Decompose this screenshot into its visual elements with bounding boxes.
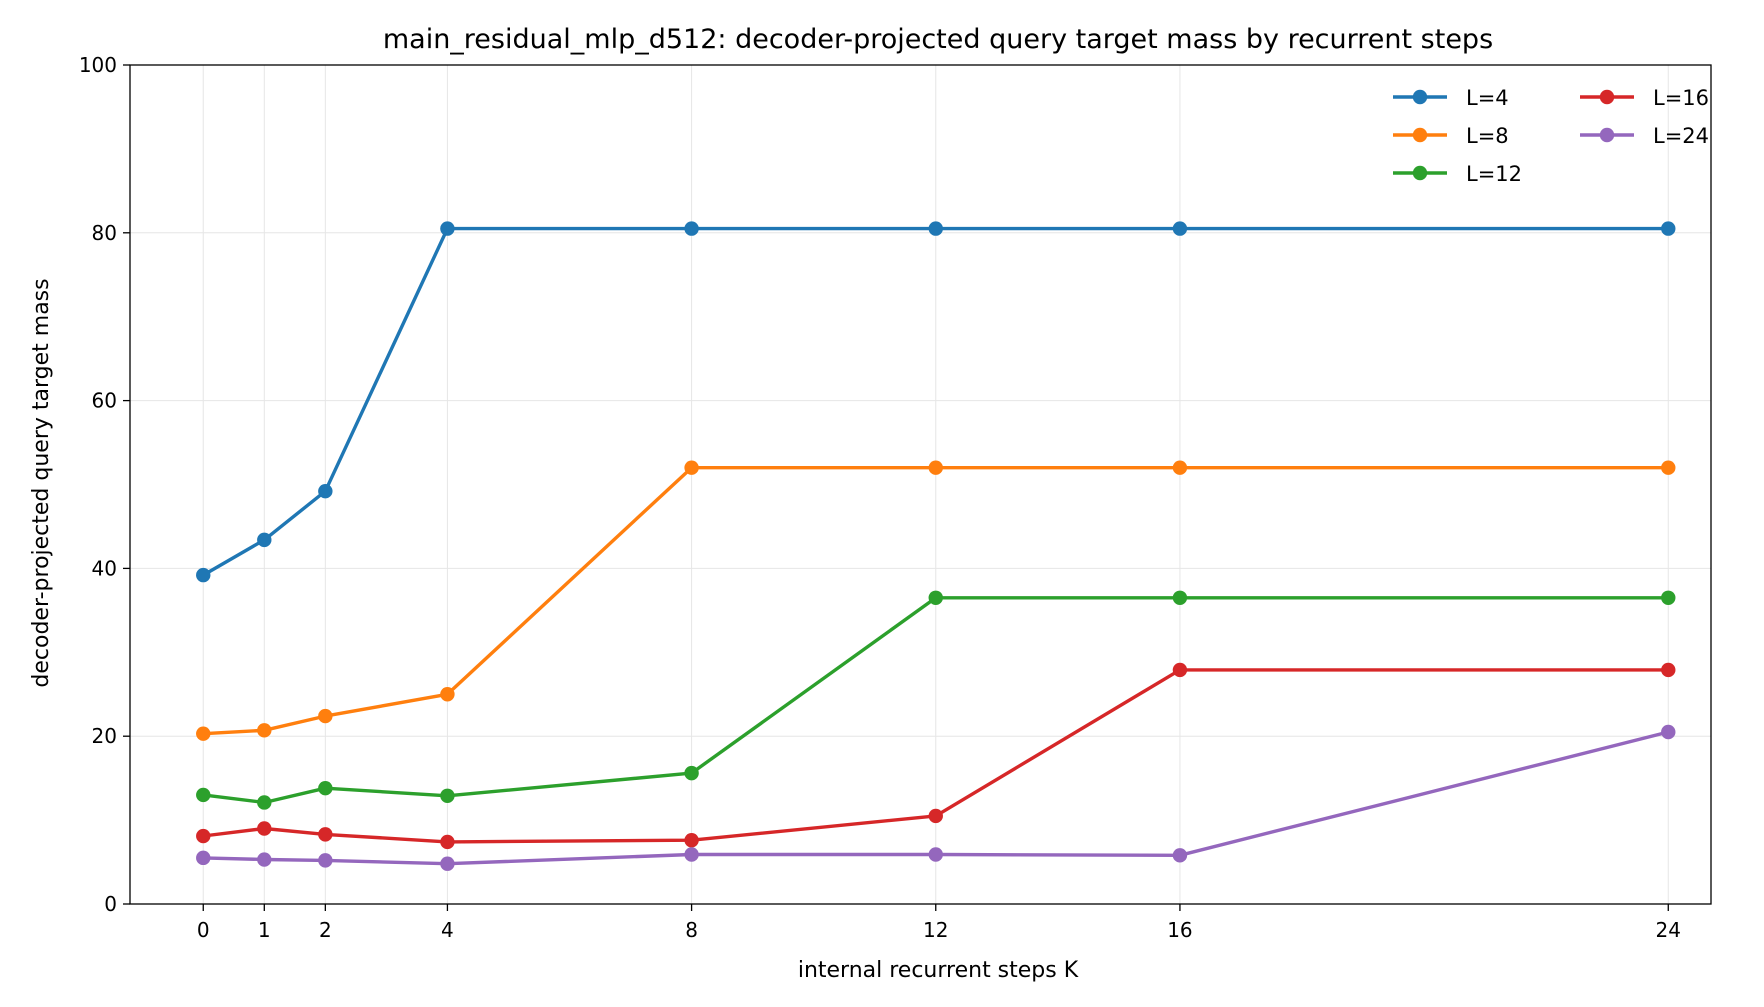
legend-marker: [1412, 127, 1428, 143]
data-point: [440, 834, 455, 850]
x-tick-label: 12: [923, 918, 948, 942]
data-point: [1661, 724, 1676, 740]
legend-label: L=4: [1466, 86, 1509, 110]
data-point: [1661, 221, 1676, 236]
series-l-12: [196, 590, 1676, 810]
data-point: [440, 856, 455, 871]
x-tick-label: 8: [685, 918, 698, 942]
data-point: [440, 687, 455, 702]
legend-item: L=12: [1393, 162, 1522, 186]
data-point: [440, 221, 455, 236]
legend-item: L=24: [1580, 124, 1709, 148]
data-point: [928, 847, 943, 862]
data-point: [684, 833, 699, 848]
data-point: [318, 708, 333, 724]
y-tick-label: 80: [92, 221, 117, 245]
data-point: [257, 723, 272, 738]
series-line: [203, 668, 1669, 844]
series-line: [203, 466, 1669, 736]
legend-marker: [1412, 89, 1428, 105]
data-point: [684, 847, 699, 862]
data-point: [257, 795, 272, 810]
data-point: [440, 788, 455, 803]
legend-item: L=4: [1393, 86, 1509, 110]
x-axis-title: internal recurrent steps K: [798, 958, 1079, 983]
legend-label: L=12: [1466, 162, 1522, 186]
y-axis-title: decoder-projected query target mass: [29, 278, 54, 687]
series-l-4: [196, 221, 1676, 583]
series-layer: [196, 221, 1676, 871]
y-tick-label: 40: [92, 556, 117, 580]
chart-title: main_residual_mlp_d512: decoder-projecte…: [383, 24, 1493, 55]
x-tick-label: 24: [1656, 918, 1681, 942]
data-point: [1172, 848, 1188, 863]
series-l-8: [196, 460, 1676, 741]
legend-label: L=8: [1466, 124, 1509, 148]
legend-label: L=24: [1653, 124, 1709, 148]
legend-marker: [1599, 127, 1615, 143]
y-tick-label: 100: [79, 53, 117, 77]
data-point: [1172, 662, 1188, 678]
data-point: [1172, 590, 1188, 605]
x-tick-label: 4: [441, 918, 454, 942]
x-tick-label: 2: [319, 918, 332, 942]
data-point: [684, 221, 699, 236]
data-point: [928, 460, 943, 475]
legend-item: L=8: [1393, 124, 1509, 148]
data-point: [318, 827, 333, 842]
data-point: [196, 726, 211, 741]
data-point: [196, 567, 211, 583]
data-point: [257, 532, 272, 548]
series-l-16: [196, 662, 1676, 850]
legend-marker: [1412, 165, 1428, 181]
data-point: [928, 590, 943, 605]
data-point: [684, 460, 699, 475]
x-tick-label: 1: [258, 918, 271, 942]
data-point: [257, 852, 272, 867]
data-point: [684, 765, 699, 781]
plot-frame: [129, 64, 1712, 905]
data-point: [1172, 221, 1188, 236]
data-point: [1172, 460, 1188, 475]
y-tick-label: 60: [92, 389, 117, 413]
series-line: [202, 226, 1669, 577]
series-line: [203, 596, 1669, 805]
data-point: [196, 787, 211, 803]
legend-item: L=16: [1580, 86, 1709, 110]
data-point: [318, 484, 333, 499]
data-point: [1661, 662, 1676, 678]
data-point: [1661, 590, 1676, 605]
data-point: [196, 850, 211, 866]
legend: L=4 L=8 L=12 L=16 L=24: [1393, 86, 1709, 186]
x-tick-label: 16: [1167, 918, 1192, 942]
data-point: [928, 808, 943, 824]
data-point: [928, 221, 943, 236]
data-point: [196, 828, 211, 844]
data-point: [318, 853, 333, 868]
series-line: [203, 730, 1669, 866]
y-tick-label: 20: [92, 724, 117, 748]
data-point: [257, 821, 272, 836]
data-point: [1661, 460, 1676, 475]
legend-marker: [1599, 89, 1615, 105]
x-tick-label: 0: [197, 918, 210, 942]
data-point: [318, 781, 333, 796]
series-l-24: [196, 724, 1676, 871]
y-tick-label: 0: [104, 892, 117, 916]
legend-label: L=16: [1653, 86, 1709, 110]
